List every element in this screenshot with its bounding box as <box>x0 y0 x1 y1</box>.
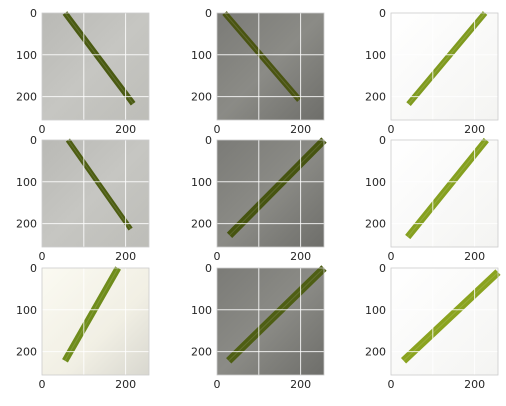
grid-lines <box>217 140 324 247</box>
y-tick-label: 200 <box>16 346 37 359</box>
leaf-midrib <box>408 12 486 105</box>
panel-8: 0 100 200 0 200 <box>191 262 327 391</box>
y-tick-label: 100 <box>16 49 37 62</box>
y-tick-label: 100 <box>365 49 386 62</box>
y-tick-label: 200 <box>16 218 37 231</box>
panel-7: 0 100 200 0 200 <box>16 262 150 391</box>
panel-2: 0 100 200 0 200 <box>191 7 325 136</box>
x-tick-label: 200 <box>290 123 311 136</box>
y-tick-label: 100 <box>191 49 212 62</box>
y-tick-label: 100 <box>191 176 212 189</box>
y-tick-label: 200 <box>365 346 386 359</box>
y-tick-label: 100 <box>365 176 386 189</box>
x-tick-label: 0 <box>214 250 221 263</box>
y-tick-label: 200 <box>365 218 386 231</box>
leaf-midrib <box>224 12 300 101</box>
y-tick-label: 200 <box>191 346 212 359</box>
y-tick-label: 100 <box>191 304 212 317</box>
grid-lines <box>42 13 149 120</box>
leaf-midrib <box>228 267 325 362</box>
panel-background <box>391 13 498 120</box>
y-tick-label: 0 <box>30 262 37 275</box>
leaf-midrib <box>67 139 132 230</box>
x-tick-label: 200 <box>290 250 311 263</box>
panel-9: 0 100 200 0 200 <box>365 262 501 391</box>
panel-1: 0 100 200 0 200 <box>16 7 150 136</box>
y-tick-label: 0 <box>379 134 386 147</box>
grid-lines <box>391 268 498 375</box>
y-tick-label: 200 <box>191 91 212 104</box>
x-tick-label: 200 <box>115 378 136 391</box>
x-tick-label: 0 <box>39 378 46 391</box>
leaf-stripe <box>65 138 133 231</box>
panel-frame <box>41 12 150 121</box>
x-tick-label: 0 <box>39 250 46 263</box>
panel-frame <box>41 139 150 248</box>
y-tick-label: 100 <box>365 304 386 317</box>
grid-lines <box>391 140 498 247</box>
y-tick-label: 200 <box>365 91 386 104</box>
panel-3: 0 100 200 0 200 <box>365 7 499 136</box>
x-tick-label: 200 <box>464 123 485 136</box>
leaf-stripe <box>222 11 302 102</box>
panel-frame <box>41 267 150 376</box>
y-tick-label: 0 <box>205 134 212 147</box>
leaf-midrib <box>229 139 325 236</box>
y-tick-label: 100 <box>16 304 37 317</box>
panel-background <box>42 268 149 375</box>
leaf-midrib <box>403 271 499 362</box>
panel-background <box>42 140 149 247</box>
grid-lines <box>42 140 149 247</box>
x-tick-label: 0 <box>214 123 221 136</box>
x-tick-label: 0 <box>39 123 46 136</box>
panel-frame <box>390 267 499 376</box>
y-tick-label: 0 <box>379 262 386 275</box>
panel-frame <box>390 139 499 248</box>
y-tick-label: 0 <box>205 262 212 275</box>
y-tick-label: 200 <box>16 91 37 104</box>
leaf-stripe <box>226 137 327 238</box>
panel-frame <box>216 139 325 248</box>
leaf-stripe <box>406 11 488 106</box>
panel-4: 0 100 200 0 200 <box>16 134 150 263</box>
x-tick-label: 200 <box>464 378 485 391</box>
x-tick-label: 0 <box>388 378 395 391</box>
grid-lines <box>217 268 324 375</box>
leaf-stripe <box>226 265 327 364</box>
x-tick-label: 0 <box>388 250 395 263</box>
y-tick-label: 200 <box>191 218 212 231</box>
x-tick-label: 0 <box>388 123 395 136</box>
grid-lines <box>391 13 498 120</box>
leaf-midrib <box>64 267 119 362</box>
leaf-stripe <box>400 269 501 364</box>
leaf-midrib <box>407 139 487 238</box>
x-tick-label: 0 <box>214 378 221 391</box>
leaf-stripe <box>405 137 489 240</box>
panel-6: 0 100 200 0 200 <box>365 134 499 263</box>
y-tick-label: 100 <box>16 176 37 189</box>
panel-frame <box>216 267 325 376</box>
panel-frame <box>390 12 499 121</box>
x-tick-label: 200 <box>290 378 311 391</box>
y-tick-label: 0 <box>205 7 212 20</box>
y-tick-label: 0 <box>30 134 37 147</box>
panel-background <box>42 13 149 120</box>
leaf-stripe <box>62 11 136 106</box>
y-tick-label: 0 <box>30 7 37 20</box>
x-tick-label: 200 <box>115 123 136 136</box>
panel-5: 0 100 200 0 200 <box>191 134 327 263</box>
leaf-midrib <box>64 12 134 104</box>
y-tick-label: 0 <box>379 7 386 20</box>
panel-frame <box>216 12 325 121</box>
x-tick-label: 200 <box>115 250 136 263</box>
leaf-stripe <box>62 266 121 363</box>
x-tick-label: 200 <box>464 250 485 263</box>
grid-lines <box>42 268 149 375</box>
grid-lines <box>217 13 324 120</box>
